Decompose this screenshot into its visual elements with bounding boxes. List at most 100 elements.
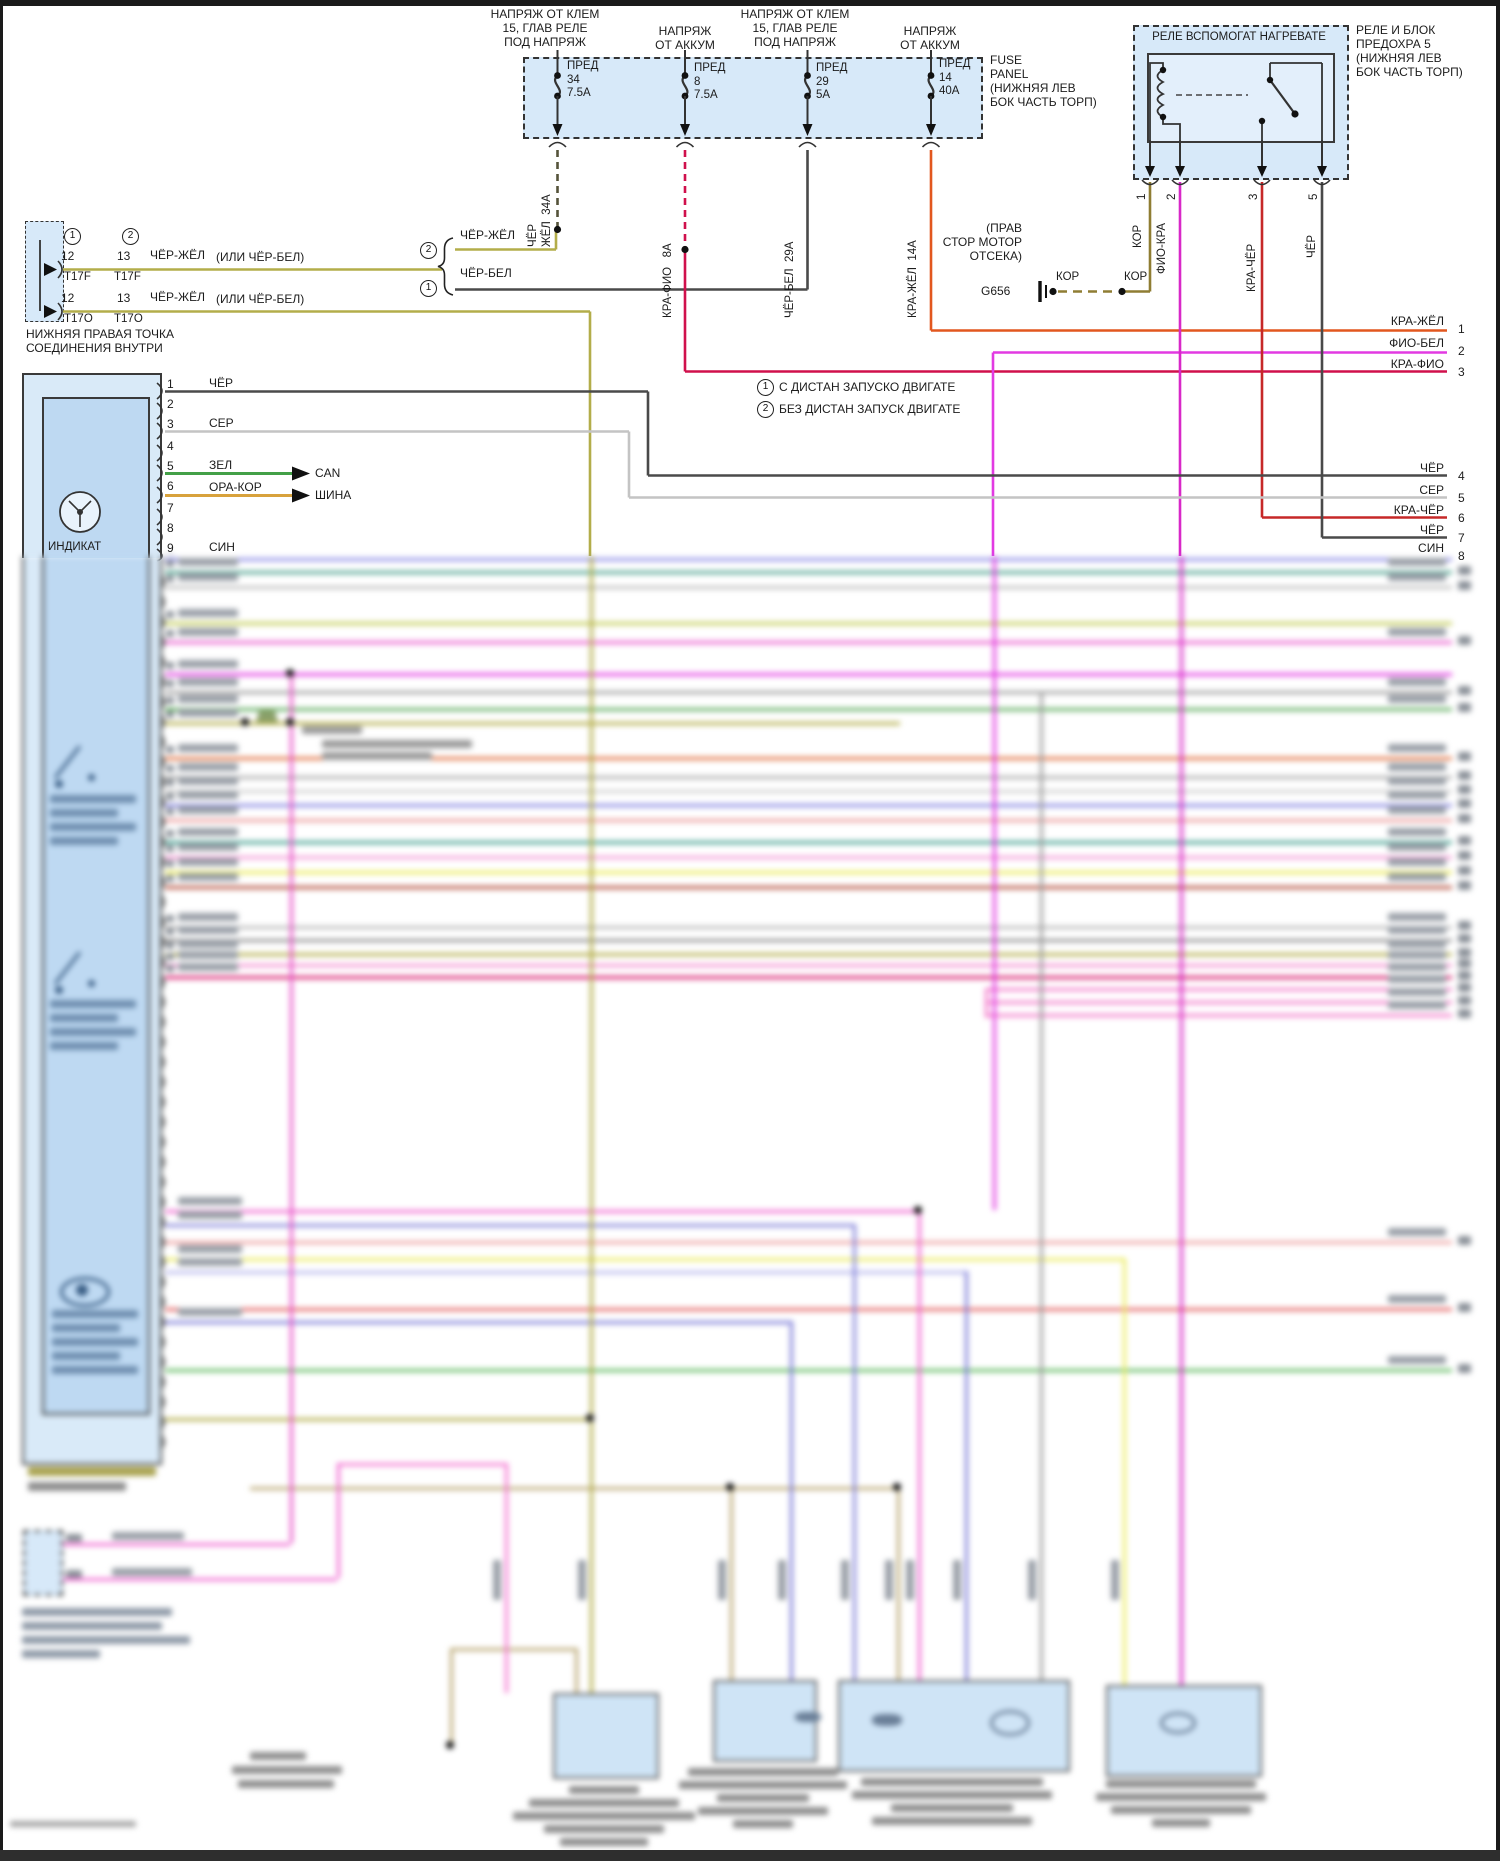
blurred-text	[52, 1338, 138, 1346]
blurred-pin-bump	[155, 1035, 165, 1049]
connector-row2-wire: ЧЁР-ЖЁЛ	[150, 290, 205, 304]
right-pin-number: 6	[1458, 511, 1465, 525]
module-pin-number: 4	[167, 439, 174, 453]
blurred-text	[1388, 843, 1446, 851]
relay-wire-fio-kra: ФИО-КРА	[1156, 222, 1168, 274]
relay-pin-2: 2	[1166, 193, 1178, 200]
blurred-text	[178, 744, 238, 752]
wiring-lines	[39, 50, 1447, 562]
fuse-panel-label: FUSE PANEL (НИЖНЯЯ ЛЕВ БОК ЧАСТЬ ТОРП)	[990, 53, 1097, 110]
blurred-pin-bump	[155, 1235, 165, 1249]
blurred-wire	[165, 871, 1452, 874]
blurred-wire	[985, 988, 988, 1018]
blurred-text	[166, 765, 174, 772]
blurred-text	[1458, 814, 1471, 823]
blurred-text	[22, 1650, 100, 1658]
blurred-pin-bump	[155, 1175, 165, 1189]
blurred-wire	[165, 571, 1452, 574]
blurred-text	[178, 558, 238, 566]
blurred-component-box	[553, 1693, 659, 1779]
right-pin-number: 8	[1458, 549, 1465, 563]
blurred-text	[302, 726, 362, 734]
blurred-text	[166, 808, 174, 815]
connector-row2-t17o-b: T17O	[114, 313, 143, 325]
blurred-text	[1388, 828, 1446, 836]
right-pin-wire: ЧЁР	[1419, 523, 1444, 537]
option-2-wire: ЧЁР-ЖЁЛ	[460, 228, 515, 242]
blurred-pin-bump	[155, 855, 165, 869]
fuse-label-8: ПРЕД 8 7.5A	[694, 62, 726, 102]
bus-label-can: CAN	[315, 466, 341, 480]
blurred-text	[1388, 940, 1446, 948]
blurred-text	[1106, 1780, 1256, 1788]
blurred-text	[1458, 686, 1471, 695]
right-pin-wire: КРА-ЖЁЛ	[1390, 314, 1444, 328]
blurred-vertical-label	[493, 1560, 501, 1600]
blurred-junction-dot	[241, 718, 249, 726]
fuse-label-14: ПРЕД 14 40A	[939, 58, 971, 98]
frame-bottom	[0, 1850, 1500, 1861]
blurred-pin-bump	[155, 1255, 165, 1269]
blurred-text	[322, 740, 472, 748]
connector-row1-wire: ЧЁР-ЖЁЛ	[150, 248, 205, 262]
connector-row1-pin12: 12	[61, 249, 75, 263]
connector-caption: НИЖНЯЯ ПРАВАЯ ТОЧКА СОЕДИНЕНИЯ ВНУТРИ	[26, 327, 174, 356]
blurred-wire	[165, 819, 1452, 822]
module-wire-1: ЧЁР	[209, 376, 234, 390]
fuse-label-29: ПРЕД 29 5A	[816, 62, 848, 102]
blurred-pin-bump	[155, 975, 165, 989]
blurred-wire	[918, 1210, 921, 1685]
blurred-wire	[730, 1487, 733, 1680]
blurred-text	[238, 1780, 334, 1788]
blurred-text	[1388, 791, 1446, 799]
blurred-text	[178, 709, 238, 717]
blurred-text	[1458, 799, 1471, 808]
blurred-text	[166, 779, 174, 786]
blurred-pin-bump	[155, 995, 165, 1009]
blurred-diagram-region	[0, 553, 1500, 1853]
blurred-component-box	[1106, 1685, 1262, 1777]
blurred-text	[1458, 921, 1471, 930]
blurred-text	[166, 860, 174, 867]
module-partial-label: ИНДИКАТ	[48, 541, 102, 553]
blurred-text	[166, 697, 174, 704]
blurred-wire	[165, 1210, 918, 1213]
blurred-text	[1388, 558, 1446, 566]
blurred-wire	[985, 988, 1452, 991]
blurred-pin-bump	[155, 1155, 165, 1169]
blurred-pin-bump	[155, 735, 165, 749]
blurred-text	[1388, 873, 1446, 881]
right-pin-number: 3	[1458, 365, 1465, 379]
ground-wire-kor-2: КОР	[1124, 271, 1148, 283]
right-pin-number: 5	[1458, 491, 1465, 505]
blurred-text	[112, 1568, 192, 1576]
blurred-text	[1458, 636, 1471, 645]
module-wire-6: ОРА-КОР	[209, 480, 262, 494]
blurred-text	[1388, 1356, 1446, 1364]
blurred-text	[560, 1838, 648, 1846]
blurred-wire	[165, 790, 1452, 793]
blurred-text	[178, 1197, 242, 1205]
blurred-pin-bump	[155, 1355, 165, 1369]
blurred-text	[178, 777, 238, 785]
connector-row1-badge2: 2	[122, 228, 139, 245]
blurred-eye-icon	[76, 1284, 88, 1296]
blurred-junction-dot	[286, 718, 294, 726]
option-2-badge: 2	[420, 242, 437, 259]
blurred-pin-bump	[155, 875, 165, 889]
module-wire-5: ЗЕЛ	[209, 458, 233, 472]
blurred-text	[1388, 975, 1446, 983]
blurred-text	[50, 837, 118, 845]
blurred-component-box	[838, 1680, 1070, 1772]
blurred-pin-bump	[155, 615, 165, 629]
blurred-wire	[290, 673, 293, 1543]
blurred-text	[112, 1532, 184, 1540]
blurred-wire	[853, 1224, 856, 1680]
blurred-text	[1388, 806, 1446, 814]
connector-row2-pin13: 13	[117, 291, 131, 305]
blurred-text	[178, 828, 238, 836]
blurred-vertical-label	[906, 1560, 914, 1600]
blurred-text	[52, 1310, 138, 1318]
blurred-text	[166, 575, 174, 582]
blurred-wire	[165, 722, 900, 725]
